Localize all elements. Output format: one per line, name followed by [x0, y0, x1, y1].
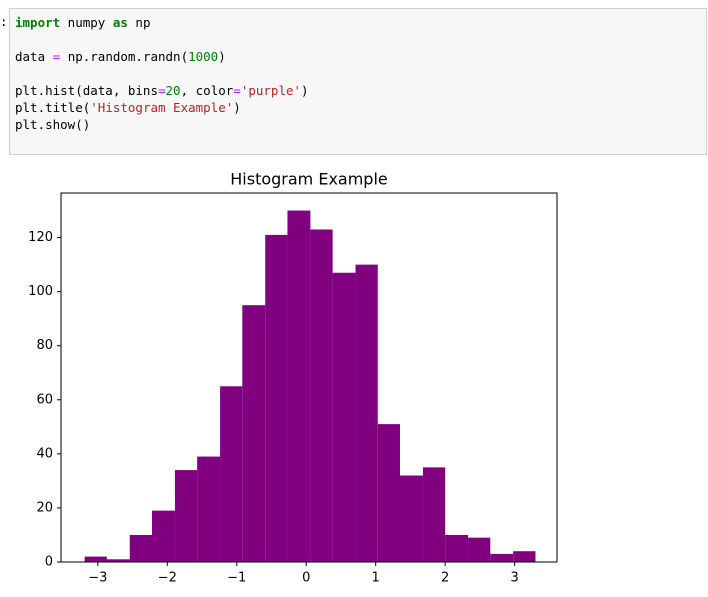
bar	[310, 229, 333, 562]
keyword: as	[112, 15, 128, 30]
code-token: np.random.randn(	[60, 49, 189, 64]
y-tick-label: 0	[45, 555, 53, 570]
code-token: )	[301, 83, 309, 98]
code-cell[interactable]: import numpy as np data = np.random.rand…	[9, 8, 707, 155]
code-token: np	[127, 15, 151, 30]
code-line: plt.show()	[15, 117, 90, 132]
bar	[265, 234, 288, 562]
code-token: )	[218, 49, 226, 64]
x-tick-label: −3	[88, 571, 107, 586]
bar	[84, 556, 107, 562]
code-token: , color	[180, 83, 234, 98]
x-tick-label: 2	[441, 571, 449, 586]
code-line: plt.title('Histogram Example')	[15, 100, 241, 115]
operator: =	[158, 83, 166, 98]
bar	[332, 272, 356, 562]
x-tick-label: 3	[510, 571, 518, 586]
string: 'purple'	[240, 83, 302, 98]
code-token: plt.show()	[15, 117, 91, 132]
chart-title: Histogram Example	[230, 170, 388, 189]
bar	[377, 424, 401, 562]
code-token: plt.title(	[15, 100, 91, 115]
y-tick-label: 100	[28, 284, 53, 299]
bar	[513, 551, 536, 562]
cell-prompt: :	[0, 14, 8, 29]
bar	[445, 534, 469, 562]
y-tick-label: 20	[36, 500, 53, 515]
number: 20	[165, 83, 181, 98]
operator: =	[233, 83, 241, 98]
bar	[197, 456, 221, 562]
code-token: plt.hist(data, bins	[15, 83, 158, 98]
bar	[400, 475, 423, 562]
code-line: import numpy as np	[15, 15, 150, 30]
bar	[152, 510, 175, 562]
bar	[468, 537, 491, 562]
x-tick-label: −1	[227, 571, 246, 586]
y-tick-label: 40	[36, 446, 53, 461]
bar	[129, 534, 153, 562]
code-token: data	[15, 49, 53, 64]
x-tick-label: 1	[372, 571, 380, 586]
code-line: data = np.random.randn(1000)	[15, 49, 226, 64]
bar	[422, 467, 446, 562]
x-tick-label: 0	[302, 571, 310, 586]
code-token: )	[233, 100, 241, 115]
bar	[220, 386, 243, 562]
bar	[490, 553, 514, 562]
bar	[106, 559, 130, 562]
number: 1000	[188, 49, 219, 64]
code-line: plt.hist(data, bins=20, color='purple')	[15, 83, 309, 98]
bar	[174, 470, 198, 562]
x-tick-label: −2	[158, 571, 177, 586]
y-tick-label: 120	[28, 230, 53, 245]
operator: =	[52, 49, 61, 64]
bar	[242, 305, 266, 562]
y-tick-label: 60	[36, 392, 53, 407]
axes-frame	[60, 192, 558, 563]
chart: Histogram Example 0 20 40 60 80 100 120 −3 −2 −1 0…	[28, 170, 558, 586]
code-token: numpy	[60, 15, 113, 30]
string: 'Histogram Example'	[90, 100, 234, 115]
y-tick-label: 80	[36, 338, 53, 353]
keyword: import	[15, 15, 61, 30]
bar	[355, 264, 378, 562]
bar	[287, 210, 311, 563]
